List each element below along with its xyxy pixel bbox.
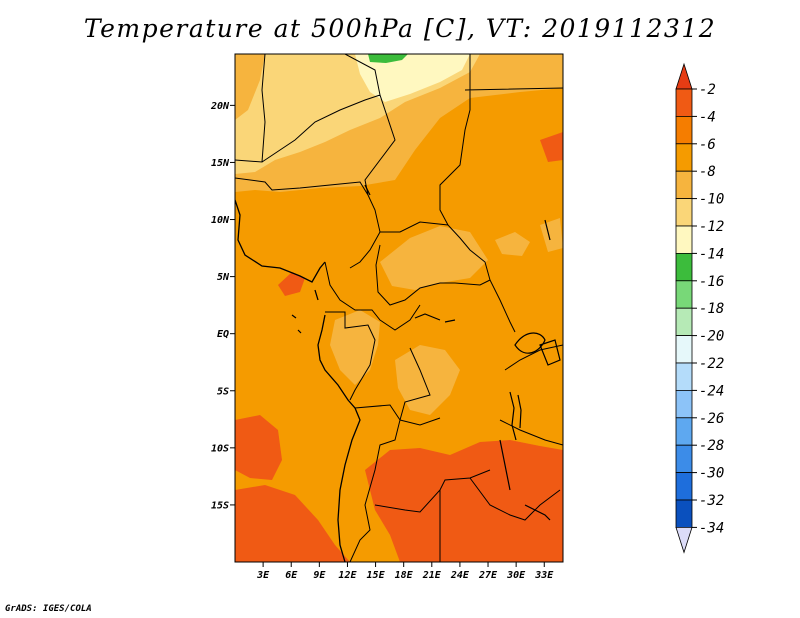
colorbar-swatch [675, 116, 693, 145]
east-warm-spot [540, 132, 563, 162]
colorbar-swatch [675, 88, 693, 117]
lon-tick-label: 6E [285, 570, 298, 581]
colorbar-label: -14 [699, 246, 724, 262]
colorbar-label: -18 [699, 301, 724, 317]
colorbar-bottom-arrow [675, 527, 693, 554]
colorbar-label: -32 [699, 493, 724, 509]
latitude-axis: 20N 15N 10N 5N EQ 5S 10S 15S [210, 101, 235, 511]
gulf-warm-spot [278, 272, 305, 296]
colorbar-label: -26 [699, 411, 724, 427]
lon-tick-label: 30E [506, 570, 526, 581]
lon-tick-label: 33E [534, 570, 554, 581]
colorbar-label: -4 [699, 109, 716, 125]
colorbar-swatch [675, 198, 693, 227]
map-title: Temperature at 500hPa [C], VT: 201911231… [83, 14, 717, 43]
colorbar-swatch [675, 389, 693, 419]
colorbar-swatch [675, 307, 693, 337]
map-frame [234, 53, 564, 563]
saharan-pale-band [355, 54, 470, 102]
lat-tick-label: 15S [211, 500, 229, 511]
colorbar-label: -22 [699, 356, 724, 372]
central-light-patch [330, 310, 380, 385]
southeast-warm [365, 440, 563, 562]
lon-tick-label: 3E [256, 570, 270, 581]
congo-light-patch [395, 345, 460, 415]
southwest-warm [235, 485, 350, 562]
lon-tick-label: 27E [478, 570, 498, 581]
colorbar-top-arrow [675, 62, 693, 90]
colorbar-label: -12 [699, 219, 724, 235]
country-borders [235, 54, 563, 562]
grads-credit: GrADS: IGES/COLA [5, 604, 92, 614]
lon-tick-label: 18E [395, 570, 414, 581]
sahel-band-east [495, 232, 530, 256]
colorbar-label: -2 [699, 82, 716, 98]
colorbar-label: -6 [699, 137, 716, 153]
colorbar-label: -10 [699, 192, 724, 208]
lat-tick-label: 10N [211, 215, 230, 226]
colorbar-label: -20 [699, 329, 724, 345]
sahel-band [380, 226, 488, 290]
colorbar-label: -30 [699, 466, 724, 482]
colorbar-swatch [675, 499, 693, 528]
colorbar-swatch [675, 143, 693, 172]
colorbar-swatch [675, 472, 693, 501]
colorbar-swatch [675, 225, 693, 254]
colorbar-swatch [675, 280, 693, 309]
colorbar-swatch [675, 252, 693, 282]
atlantic-warm [235, 415, 282, 480]
colorbar-swatch [675, 417, 693, 446]
colorbar-swatch [675, 362, 693, 391]
lon-tick-label: 9E [313, 570, 326, 581]
lakes [291, 184, 561, 521]
colorbar-label: -34 [699, 520, 724, 536]
lat-tick-label: 20N [210, 101, 230, 112]
lat-tick-label: 5S [217, 386, 229, 397]
lat-tick-label: 5N [217, 272, 230, 283]
colorbar: -2 -4 -6 -8 -10 -12 -14 -16 -18 -20 -22 -24 -26 -28 -3… [675, 62, 724, 554]
colorbar-swatch [675, 335, 693, 364]
colorbar-swatch [675, 444, 693, 474]
colorbar-label: -16 [699, 274, 724, 290]
colorbar-label: -28 [699, 438, 724, 454]
east-light-patch [540, 218, 563, 252]
lat-tick-label: EQ [217, 329, 229, 340]
coastline [235, 199, 361, 562]
west-coast-light [235, 54, 265, 120]
lat-tick-label: 15N [211, 158, 230, 169]
lon-tick-label: 15E [367, 570, 386, 581]
colorbar-label: -8 [699, 164, 716, 180]
temperature-field [235, 54, 563, 562]
lon-tick-label: 21E [422, 570, 442, 581]
lon-tick-label: 24E [450, 570, 470, 581]
green-cold-spot [368, 54, 408, 63]
colorbar-label: -24 [699, 383, 724, 399]
longitude-axis: 3E 6E 9E 12E 15E 18E 21E 24E 27E 30E 33E [256, 562, 554, 581]
lat-tick-label: 10S [211, 443, 229, 454]
lon-tick-label: 12E [338, 570, 357, 581]
colorbar-swatch [675, 170, 693, 199]
